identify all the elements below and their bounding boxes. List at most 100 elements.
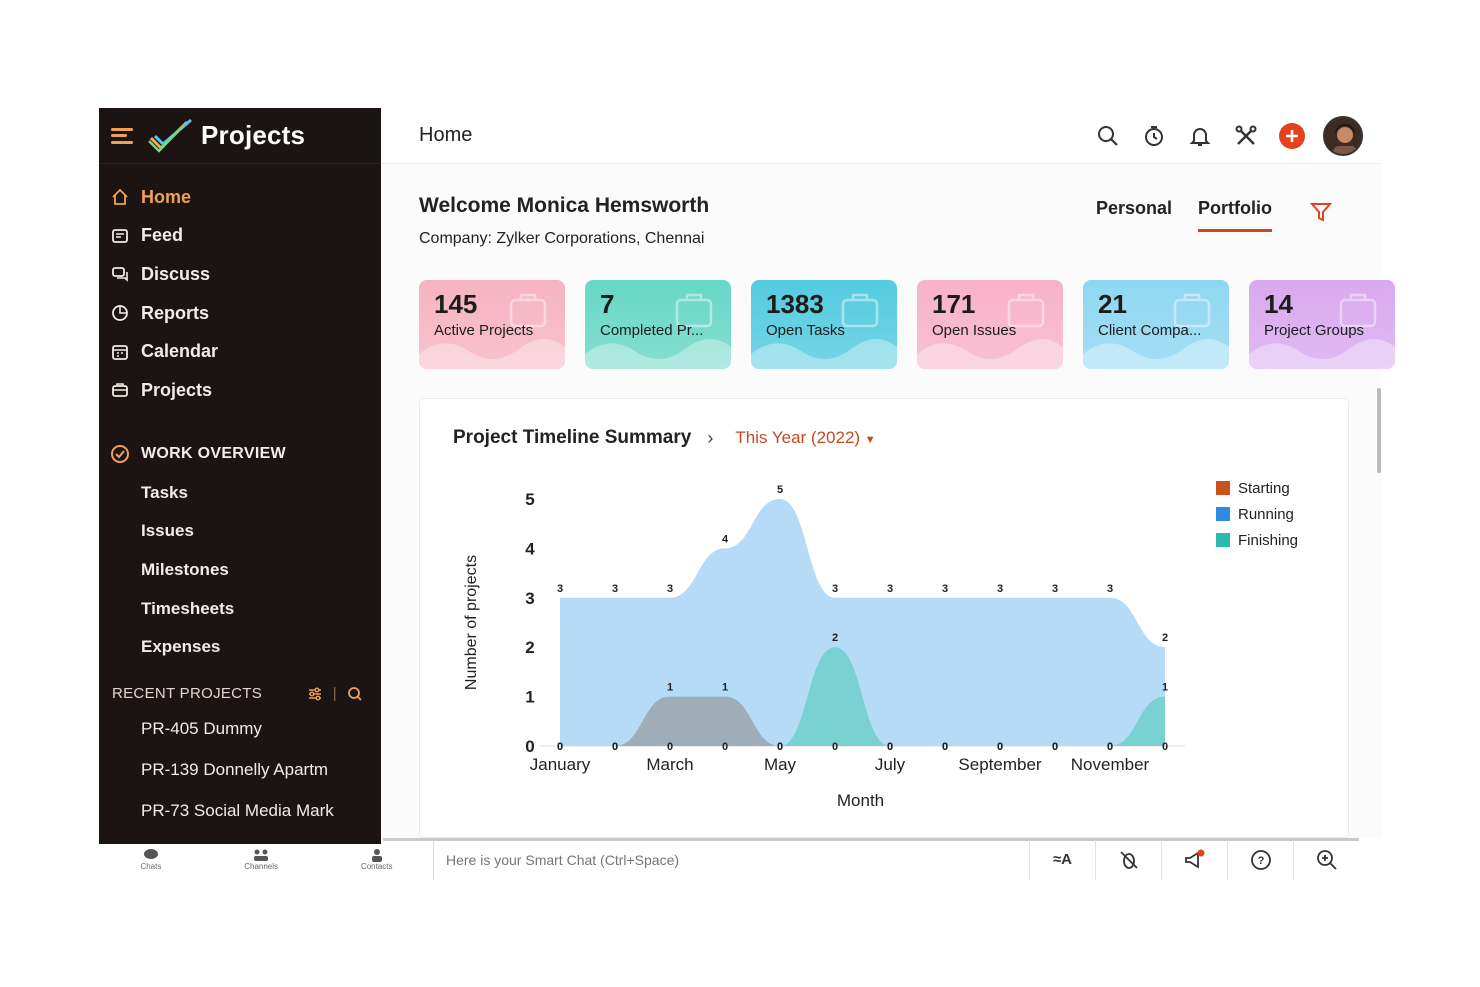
tools-button[interactable] <box>1223 116 1269 156</box>
stat-card[interactable]: 7 Completed Pr... <box>585 280 731 369</box>
nav-item-discuss[interactable]: Discuss <box>99 255 381 294</box>
translate-button[interactable]: ≈A <box>1029 839 1095 880</box>
announcement-button[interactable] <box>1161 839 1227 880</box>
recent-project-item[interactable]: PR-73 Social Media Mark <box>141 801 334 821</box>
search-button[interactable] <box>1085 116 1131 156</box>
data-label: 0 <box>1107 741 1113 753</box>
work-overview-header[interactable]: WORK OVERVIEW <box>99 434 381 474</box>
data-label: 1 <box>1162 682 1168 694</box>
zoom-search-button[interactable] <box>1293 839 1359 880</box>
nav-item-home[interactable]: Home <box>99 178 381 217</box>
wave-decoration <box>419 338 565 369</box>
data-label: 0 <box>777 741 783 753</box>
wave-decoration <box>751 338 897 369</box>
channels-button[interactable]: Channels <box>244 848 278 871</box>
recent-project-item[interactable]: PR-405 Dummy <box>141 719 262 739</box>
stat-card[interactable]: 145 Active Projects <box>419 280 565 369</box>
calendar-icon <box>110 342 130 362</box>
x-axis-title: Month <box>837 791 884 810</box>
legend-label: Running <box>1238 505 1294 523</box>
nav-item-tasks[interactable]: Tasks <box>141 482 188 502</box>
legend-item[interactable]: Finishing <box>1216 527 1298 553</box>
projects-logo-icon <box>148 118 192 153</box>
stat-value: 21 <box>1098 289 1127 319</box>
user-avatar[interactable] <box>1323 115 1363 156</box>
tab-portfolio[interactable]: Portfolio <box>1198 198 1273 232</box>
legend-item[interactable]: Running <box>1216 501 1298 527</box>
notifications-button[interactable] <box>1177 116 1223 156</box>
main-content: Home Welcome Monica Hemsworth Company: <box>381 108 1395 838</box>
data-label: 0 <box>557 741 563 753</box>
discuss-icon <box>110 264 130 284</box>
tab-personal[interactable]: Personal <box>1096 198 1173 218</box>
period-dropdown[interactable]: This Year (2022) ▼ <box>735 428 875 448</box>
data-label: 3 <box>887 583 893 595</box>
divider: | <box>332 685 337 703</box>
x-tick-label: January <box>530 755 591 774</box>
nav-item-feed[interactable]: Feed <box>99 217 381 256</box>
y-tick-label: 1 <box>525 688 534 707</box>
help-circle-icon: ? <box>1250 849 1271 870</box>
timer-button[interactable] <box>1131 116 1177 156</box>
hamburger-menu-icon[interactable] <box>111 127 133 144</box>
nav-item-calendar[interactable]: Calendar <box>99 332 381 371</box>
filter-icon[interactable] <box>1309 200 1333 224</box>
top-bar: Home <box>381 108 1381 164</box>
stat-card[interactable]: 14 Project Groups <box>1249 280 1395 369</box>
chart-header: Project Timeline Summary › This Year (20… <box>453 427 876 449</box>
area-starting <box>560 696 1165 746</box>
x-tick-label: May <box>764 755 797 774</box>
x-tick-label: March <box>646 755 693 774</box>
work-overview-list: Tasks Issues Milestones Timesheets Expen… <box>99 474 381 667</box>
quick-add-button[interactable] <box>1269 116 1315 156</box>
smart-chat-input[interactable] <box>433 839 1029 880</box>
home-icon <box>110 187 130 207</box>
recent-project-item[interactable]: PR-139 Donnelly Apartm <box>141 760 329 780</box>
stat-card[interactable]: 171 Open Issues <box>917 280 1063 369</box>
y-tick-label: 5 <box>525 490 534 509</box>
scrollbar[interactable] <box>1377 388 1381 473</box>
nav-label: Feed <box>141 225 184 246</box>
nav-item-expenses[interactable]: Expenses <box>141 637 221 657</box>
search-icon[interactable] <box>347 686 363 702</box>
nav-item-milestones[interactable]: Milestones <box>141 560 229 580</box>
data-label: 3 <box>942 583 948 595</box>
stats-row: 145 Active Projects 7 Completed Pr... 1383 Op… <box>419 280 1395 369</box>
main-nav: Home Feed Discuss Reports Calendar Proje… <box>99 164 381 410</box>
nav-item-issues[interactable]: Issues <box>141 521 194 541</box>
data-label: 0 <box>557 741 563 753</box>
sliders-icon[interactable] <box>307 686 323 702</box>
nav-item-reports[interactable]: Reports <box>99 294 381 333</box>
welcome-title: Welcome Monica Hemsworth <box>419 194 710 217</box>
help-button[interactable]: ? <box>1227 839 1293 880</box>
chart-legend: Starting Running Finishing <box>1216 475 1298 553</box>
alert-bell-icon <box>1007 293 1045 328</box>
stat-card[interactable]: 1383 Open Tasks <box>751 280 897 369</box>
stat-value: 7 <box>600 289 615 319</box>
nav-item-projects[interactable]: Projects <box>99 371 381 410</box>
wave-decoration <box>1083 338 1229 369</box>
no-bug-button[interactable] <box>1095 839 1161 880</box>
data-label: 0 <box>1052 741 1058 753</box>
data-label: 0 <box>777 741 783 753</box>
channels-icon <box>254 849 269 861</box>
nav-item-timesheets[interactable]: Timesheets <box>141 598 235 618</box>
data-label: 0 <box>887 741 893 753</box>
stat-card[interactable]: 21 Client Compa... <box>1083 280 1229 369</box>
y-tick-label: 4 <box>525 539 535 558</box>
stat-label: Completed Pr... <box>600 322 704 339</box>
data-label: 3 <box>1107 583 1113 595</box>
contacts-button[interactable]: Contacts <box>361 848 393 871</box>
chevron-right-icon[interactable]: › <box>707 427 714 448</box>
data-label: 0 <box>1052 741 1058 753</box>
data-label: 0 <box>997 741 1003 753</box>
y-tick-label: 2 <box>525 638 534 657</box>
page-title: Home <box>419 124 473 146</box>
bottom-app-bar: Chats Channels Contacts <box>99 844 434 878</box>
nav-label: Reports <box>141 302 210 323</box>
stat-value: 171 <box>932 289 976 319</box>
stat-label: Open Tasks <box>766 322 845 339</box>
legend-item[interactable]: Starting <box>1216 475 1298 501</box>
recent-projects-list: PR-405 Dummy PR-139 Donnelly Apartm PR-7… <box>99 709 381 832</box>
chats-button[interactable]: Chats <box>140 848 161 871</box>
